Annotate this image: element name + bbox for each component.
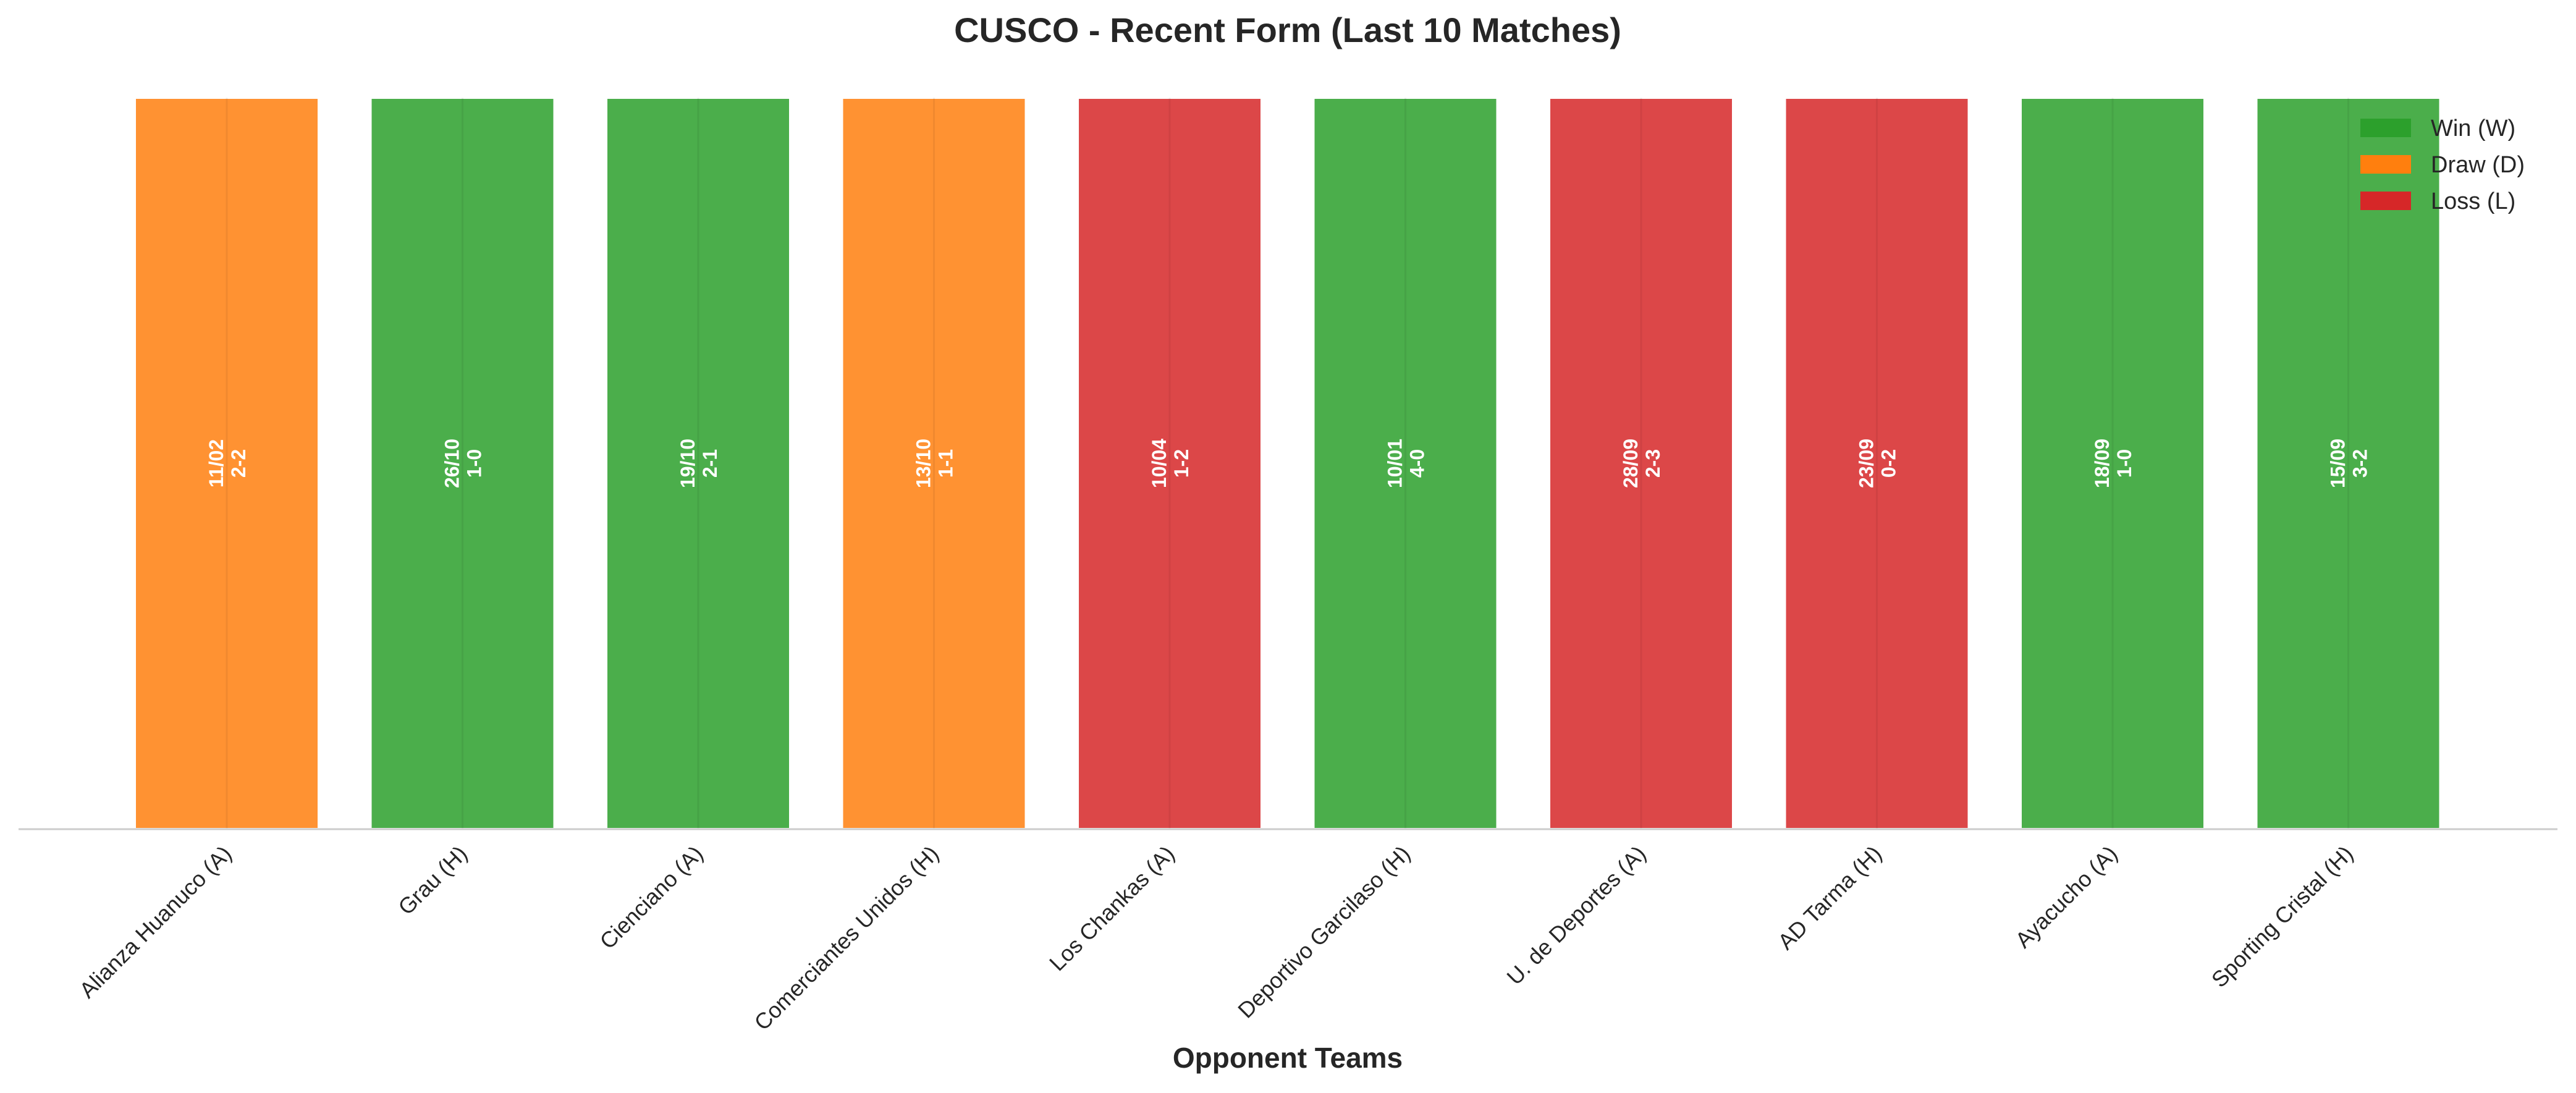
bar-label-9: 18/09 1-0	[2091, 439, 2135, 488]
bar-date-label: 26/10	[441, 439, 463, 488]
bar-label-2: 26/10 1-0	[441, 439, 486, 488]
bar-3	[605, 96, 792, 830]
bar-score-label: 0-2	[1878, 449, 1900, 478]
bar-date-label: 18/09	[2091, 439, 2113, 488]
bar-label-4: 13/10 1-1	[913, 439, 957, 488]
legend-swatch-L	[2360, 192, 2411, 210]
bar-label-1: 11/02 2-2	[205, 439, 250, 487]
bar-score-label: 2-2	[227, 449, 250, 478]
bar-label-7: 28/09 2-3	[1620, 439, 1664, 488]
bar-label-10: 15/09 3-2	[2327, 439, 2371, 488]
bar-date-label: 10/04	[1148, 439, 1170, 488]
bar-8	[1783, 96, 1970, 830]
bar-date-label: 19/10	[677, 439, 699, 488]
bar-10	[2255, 96, 2442, 830]
bar-score-label: 2-3	[1642, 449, 1664, 478]
legend-label-D: Draw (D)	[2431, 152, 2525, 178]
bar-1	[133, 96, 320, 830]
x-tick-label: U. de Deportes (A)	[1501, 841, 1650, 990]
bar-date-label: 23/09	[1856, 439, 1878, 488]
bar-date-label: 11/02	[205, 439, 227, 487]
x-axis-label: Opponent Teams	[1173, 1042, 1403, 1074]
x-tick-label: Deportivo Garcilaso (H)	[1233, 841, 1415, 1023]
bar-date-label: 28/09	[1620, 439, 1642, 488]
legend: Win (W) Draw (D) Loss (L)	[2360, 116, 2525, 214]
chart-title: CUSCO - Recent Form (Last 10 Matches)	[954, 11, 1621, 49]
x-tick-label: Alianza Huanuco (A)	[74, 841, 236, 1003]
bar-date-label: 13/10	[913, 439, 935, 488]
bar-score-label: 3-2	[2349, 449, 2371, 478]
bar-score-label: 1-0	[2113, 449, 2135, 478]
x-tick-labels: Alianza Huanuco (A) Grau (H) Cienciano (A)…	[74, 841, 2358, 1036]
bar-label-5: 10/04 1-2	[1148, 439, 1193, 488]
x-tick-label: Ayacucho (A)	[2010, 841, 2122, 953]
bar-label-6: 10/01 4-0	[1384, 439, 1429, 488]
bar-score-label: 1-0	[463, 449, 486, 478]
bar-6	[1312, 96, 1499, 830]
x-tick-label: AD Tarma (H)	[1773, 841, 1886, 955]
legend-label-W: Win (W)	[2431, 116, 2515, 141]
x-tick-label: Los Chankas (A)	[1044, 841, 1180, 976]
bar-score-label: 2-1	[699, 449, 721, 478]
bar-5	[1076, 96, 1263, 830]
legend-swatch-W	[2360, 119, 2411, 137]
legend-label-L: Loss (L)	[2431, 188, 2515, 214]
legend-swatch-D	[2360, 155, 2411, 174]
bar-score-label: 1-1	[935, 449, 957, 478]
x-tick-label: Comerciantes Unidos (H)	[749, 841, 944, 1036]
bar-date-label: 15/09	[2327, 439, 2349, 488]
bar-score-label: 1-2	[1170, 449, 1193, 478]
bar-label-3: 19/10 2-1	[677, 439, 721, 488]
bar-7	[1548, 96, 1734, 830]
bar-2	[369, 96, 556, 830]
bar-label-8: 23/09 0-2	[1856, 439, 1900, 488]
x-tick-label: Grau (H)	[393, 841, 472, 920]
bar-date-label: 10/01	[1384, 439, 1406, 488]
bars-group	[133, 96, 2442, 830]
bar-score-label: 4-0	[1406, 449, 1429, 478]
bar-4	[840, 96, 1028, 830]
x-tick-label: Sporting Cristal (H)	[2206, 841, 2358, 992]
bar-labels-group: 11/02 2-2 26/10 1-0 19/10 2-1 13/10 1-1 10/04 1-2…	[205, 439, 2371, 488]
x-tick-label: Cienciano (A)	[594, 841, 707, 954]
